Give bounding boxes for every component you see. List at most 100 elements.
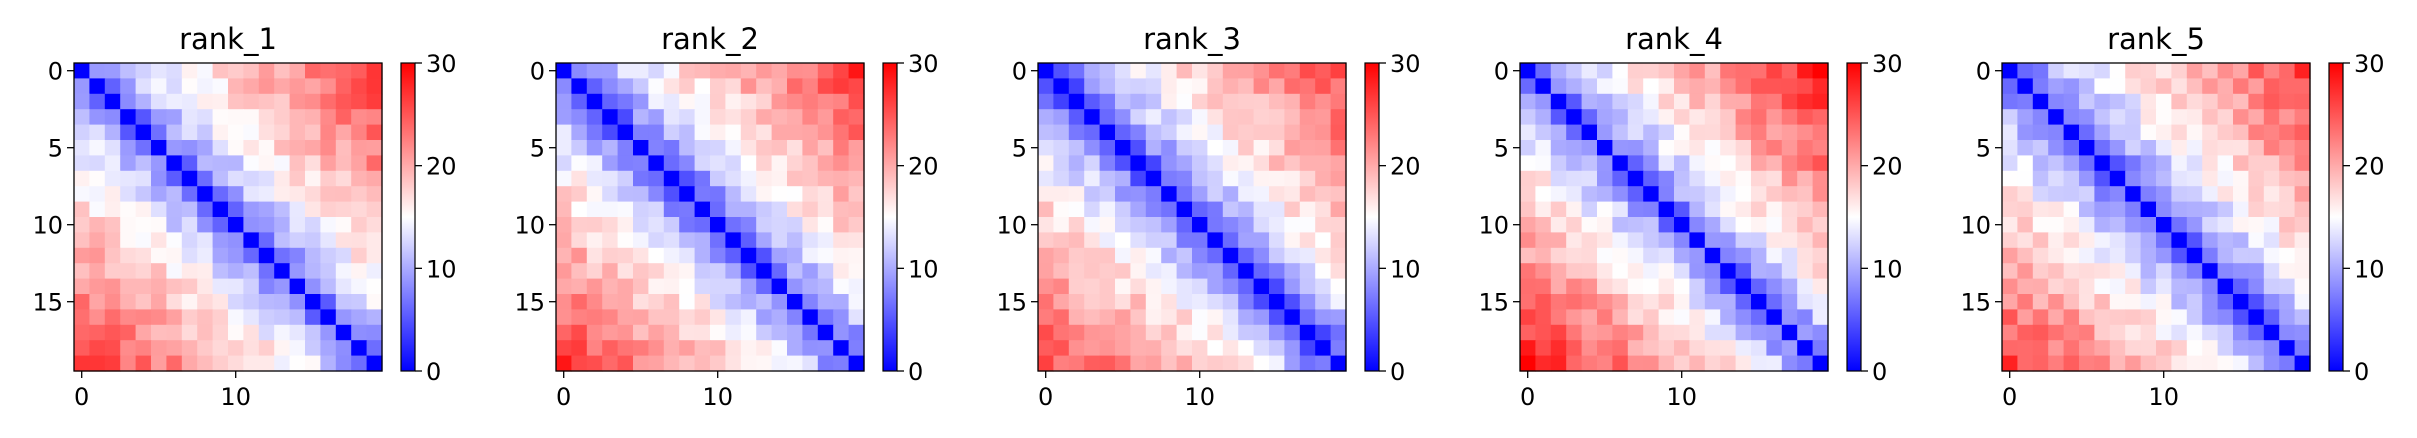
heatmap-cell [740,93,757,110]
heatmap-cell [1068,309,1085,326]
heatmap-cell [2263,93,2280,110]
heatmap-cell [89,278,106,295]
heatmap-cell [679,340,696,357]
heatmap-cell [181,217,198,233]
heatmap-cell [679,217,696,233]
heatmap-cell [2248,247,2265,264]
heatmap-cell [1781,263,1798,280]
heatmap-cell [2125,155,2142,172]
heatmap-cell [663,247,680,264]
heatmap-cell [1192,93,1208,110]
heatmap-cell [710,140,726,156]
heatmap-cell [2125,309,2142,326]
heatmap-cell [1535,155,1552,172]
heatmap-cell [1099,278,1116,295]
colorbar-tick-label: 0 [1872,358,1887,386]
heatmap-cell [694,63,711,79]
heatmap-cell [787,278,803,295]
heatmap-cell [1053,155,1070,172]
heatmap-cell [817,170,834,187]
heatmap-cell [2032,186,2049,203]
heatmap-cell [1269,170,1285,187]
heatmap-cell [848,109,865,126]
heatmap-cell [1253,278,1270,295]
heatmap-cell [1520,263,1536,280]
heatmap-cell [1038,186,1054,203]
heatmap-cell [1084,263,1101,280]
heatmap-cell [2279,294,2296,310]
heatmap-cell [1812,355,1829,372]
heatmap-cell [1566,309,1583,326]
heatmap-cell [274,124,291,141]
panel-title: rank_2 [661,22,759,56]
heatmap-cell [1053,124,1070,141]
heatmap-cell [1238,201,1255,218]
heatmap-cell [289,186,306,203]
heatmap-cell [181,170,198,187]
heatmap-cell [2002,263,2018,280]
heatmap-cell [1053,247,1070,264]
heatmap-cell [1130,78,1147,95]
heatmap-cell [1068,186,1085,203]
heatmap-cell [2186,324,2203,341]
heatmap-cell [228,309,244,326]
heatmap-cell [1535,294,1552,310]
heatmap-cell [320,186,337,203]
heatmap-cell [817,232,834,249]
heatmap-cell [1643,170,1660,187]
heatmap-cell [2017,78,2034,95]
heatmap-cell [833,355,850,372]
heatmap-cell [663,340,680,357]
heatmap-cell [2002,232,2018,249]
x-tick-label: 0 [556,383,571,411]
heatmap-cell [2079,140,2095,156]
heatmap-cell [2109,109,2126,126]
heatmap-cell [2171,155,2188,172]
heatmap-cell [1222,340,1239,357]
heatmap-cell [617,247,634,264]
heatmap-cell [2217,247,2234,264]
heatmap-cell [1084,78,1101,95]
heatmap-cell [104,140,121,156]
heatmap-cell [1284,124,1301,141]
heatmap-cell [289,324,306,341]
heatmap-cell [679,232,696,249]
heatmap-cell [1084,355,1101,372]
heatmap-cell [1099,355,1116,372]
heatmap-cell [2186,93,2203,110]
heatmap-cell [1566,78,1583,95]
heatmap-cell [2156,278,2172,295]
heatmap-cell [1315,186,1332,203]
heatmap-cell [1099,340,1116,357]
heatmap-cell [1315,78,1332,95]
heatmap-cell [2156,186,2172,203]
heatmap-cell [120,340,137,357]
heatmap-cell [1192,263,1208,280]
heatmap-cell [1253,355,1270,372]
heatmap-cell [817,155,834,172]
heatmap-cell [1627,63,1644,79]
heatmap-cell [1766,140,1783,156]
heatmap-cell [694,93,711,110]
heatmap-cell [1612,294,1629,310]
heatmap-cell [1084,232,1101,249]
heatmap-cell [1269,63,1285,79]
heatmap-cell [366,263,383,280]
heatmap-cell [1145,340,1162,357]
heatmap-cell [1674,170,1690,187]
heatmap-cell [2140,201,2157,218]
heatmap-cell [1299,294,1316,310]
heatmap-cell [1299,278,1316,295]
heatmap-cell [89,263,106,280]
heatmap-cell [1299,247,1316,264]
heatmap-cell [2140,232,2157,249]
heatmap-cell [1658,78,1675,95]
heatmap-cell [2079,340,2095,357]
heatmap-cell [351,140,368,156]
heatmap-cell [1130,247,1147,264]
heatmap-cell [679,278,696,295]
heatmap-cell [725,140,742,156]
heatmap-cell [848,78,865,95]
heatmap-cell [1535,93,1552,110]
heatmap-cell [243,186,260,203]
